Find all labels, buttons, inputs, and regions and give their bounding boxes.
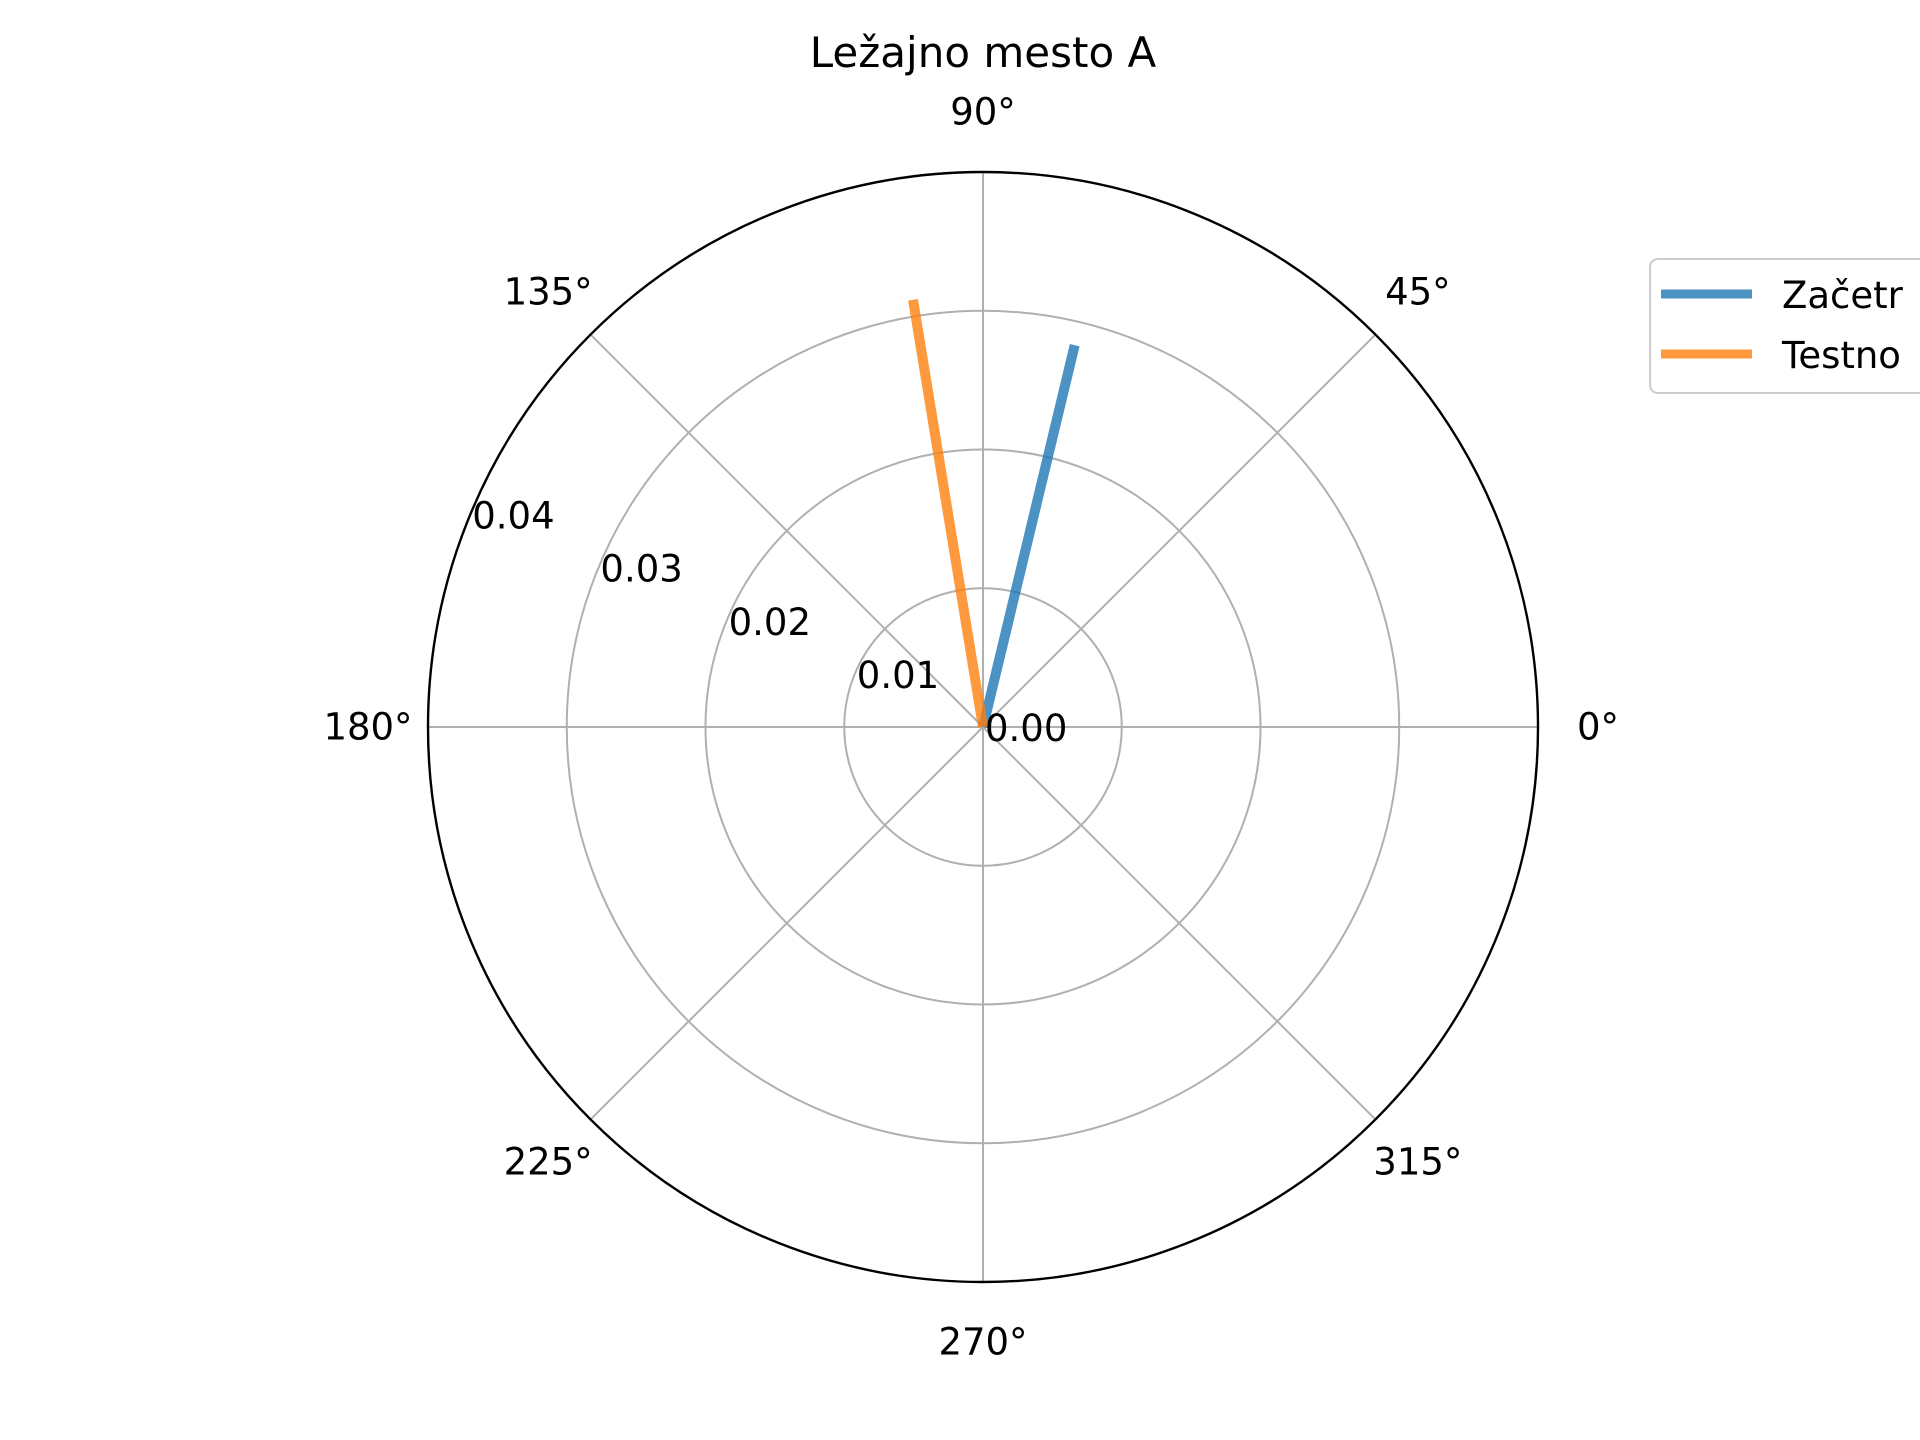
legend-label-1: Testno bbox=[1781, 334, 1901, 377]
series-line-0 bbox=[978, 344, 1080, 729]
theta-tick-label-5: 225° bbox=[504, 1140, 593, 1183]
theta-grid-line-5 bbox=[589, 726, 984, 1121]
r-tick-label-1: 0.01 bbox=[857, 654, 939, 697]
theta-tick-label-4: 180° bbox=[323, 706, 412, 749]
r-tick-labels: 0.00 0.01 0.02 0.03 0.04 bbox=[472, 495, 1067, 750]
theta-tick-label-2: 90° bbox=[950, 91, 1016, 134]
theta-tick-label-6: 270° bbox=[938, 1321, 1027, 1364]
theta-grid-line-1 bbox=[982, 333, 1377, 728]
r-tick-label-3: 0.03 bbox=[600, 548, 682, 591]
theta-tick-labels: 0° 45° 90° 135° 180° 225° 270° 315° bbox=[323, 91, 1619, 1364]
series-layer bbox=[908, 298, 1080, 729]
theta-tick-label-0: 0° bbox=[1577, 706, 1619, 749]
chart-title: Ležajno mesto A bbox=[810, 28, 1157, 77]
legend-label-0: Začetr bbox=[1782, 274, 1904, 317]
r-tick-label-4: 0.04 bbox=[472, 495, 554, 538]
r-tick-label-2: 0.02 bbox=[729, 601, 811, 644]
theta-grid-line-3 bbox=[589, 333, 984, 728]
polar-grid bbox=[428, 172, 1538, 1282]
series-line-1 bbox=[908, 298, 988, 728]
r-tick-label-0: 0.00 bbox=[985, 707, 1067, 750]
theta-grid-line-7 bbox=[982, 726, 1377, 1121]
theta-tick-label-3: 135° bbox=[504, 271, 593, 314]
theta-tick-label-1: 45° bbox=[1385, 271, 1451, 314]
theta-tick-label-7: 315° bbox=[1373, 1140, 1462, 1183]
legend: Začetr Testno bbox=[1649, 258, 1920, 394]
polar-frame bbox=[426, 170, 1540, 1284]
